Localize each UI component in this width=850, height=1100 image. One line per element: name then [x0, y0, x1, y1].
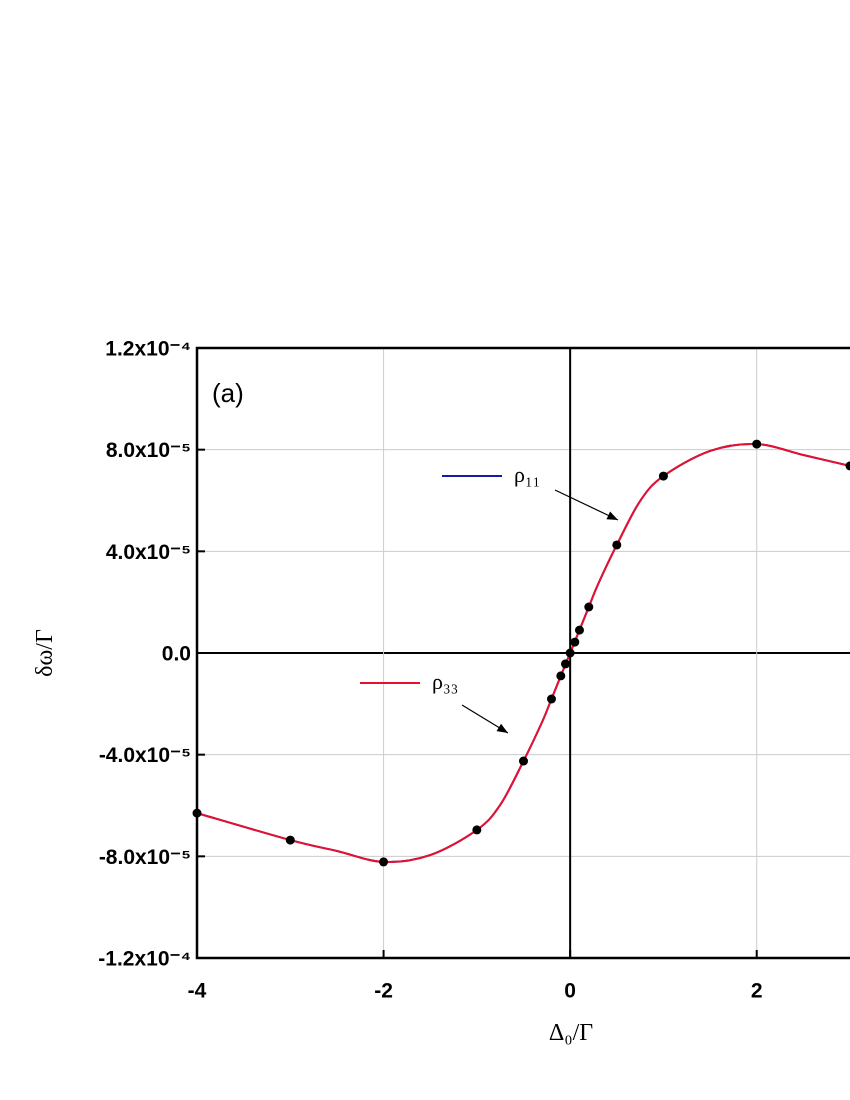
panel-label: (a)	[212, 378, 244, 408]
x-tick-label: -2	[374, 980, 393, 1003]
y-axis-label: δω/Γ	[32, 629, 58, 677]
x-tick-label: 0	[564, 980, 576, 1003]
y-tick-label: -8.0x10⁻⁵	[99, 846, 191, 869]
y-tick-label: 8.0x10⁻⁵	[106, 439, 191, 462]
data-point	[472, 825, 482, 835]
x-axis-label: Δ₀/Γ	[549, 1020, 593, 1046]
y-tick-label: 0.0	[162, 643, 191, 666]
data-point	[584, 602, 594, 612]
data-point	[570, 637, 580, 647]
data-point	[845, 461, 850, 471]
x-tick-label: 2	[751, 980, 763, 1003]
plot-area	[192, 439, 850, 867]
data-point	[546, 694, 556, 704]
data-point	[285, 835, 295, 845]
y-tick-label: -4.0x10⁻⁵	[99, 744, 191, 767]
arrow	[461, 704, 509, 734]
data-point	[612, 540, 622, 550]
data-point	[565, 648, 575, 658]
data-point	[574, 625, 584, 635]
arrow	[554, 489, 619, 521]
data-point	[658, 471, 668, 481]
data-point	[519, 756, 528, 766]
data-point	[556, 671, 566, 681]
grid	[196, 347, 850, 959]
data-point	[752, 439, 762, 449]
y-tick-label: 4.0x10⁻⁵	[106, 541, 191, 564]
data-point	[560, 659, 570, 669]
legend-label: ρ₁₁	[514, 462, 540, 487]
x-tick-label: -4	[188, 980, 207, 1003]
y-tick-label: 1.2x10⁻⁴	[105, 338, 191, 361]
data-point	[379, 857, 389, 867]
y-tick-label: -1.2x10⁻⁴	[98, 948, 191, 971]
legend-label: ρ₃₃	[432, 669, 458, 694]
axis-frame	[195, 346, 850, 960]
